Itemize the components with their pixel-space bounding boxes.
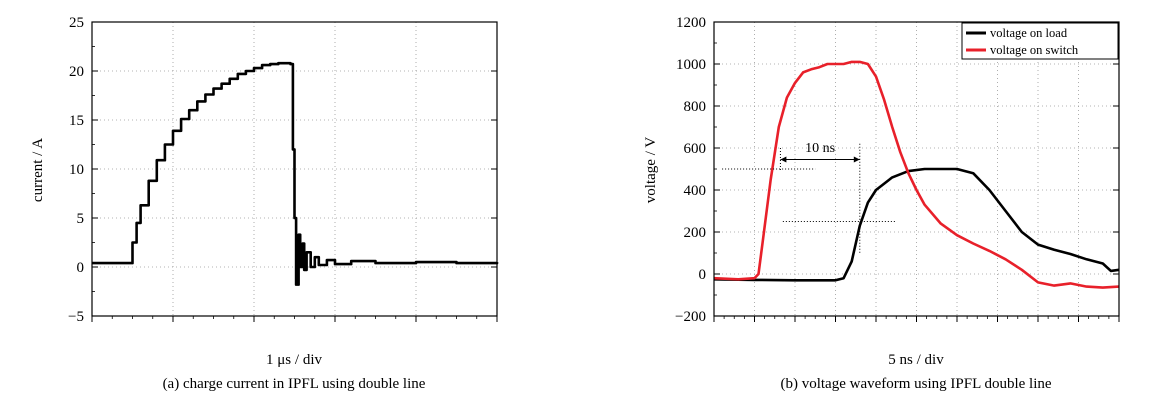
annotation-arrowhead-right: [853, 156, 860, 163]
panel-a-ytick-label: 20: [69, 64, 84, 80]
panel-b-ytick-label: 1000: [676, 57, 706, 73]
panel-b-plot-frame: [713, 21, 1120, 317]
panel-b-ytick-label: 1200: [676, 15, 706, 31]
panel-b-ytick-label: 600: [684, 141, 707, 157]
panel-b-ytick-label: 400: [684, 183, 707, 199]
panel-a-ylabel: current / A: [30, 138, 46, 202]
panel-a-ytick-label: 25: [69, 15, 84, 31]
panel-a-charge-current: current / A 1 μs / div (a) charge curren…: [30, 15, 499, 392]
annotation-10ns: 10 ns: [805, 141, 835, 156]
panel-b-ytick-label: 0: [699, 267, 707, 283]
legend-box: [961, 22, 1119, 60]
panel-b-voltage-waveform: voltage / V 5 ns / div (b) voltage wavef…: [643, 15, 1120, 392]
panel-a-series-current: [92, 61, 499, 286]
panel-b-caption: (b) voltage waveform using IPFL double l…: [780, 376, 1051, 392]
panel-b-ylabel: voltage / V: [643, 137, 659, 204]
panel-a-plot-frame: [91, 21, 498, 317]
panel-a-ytick-label: 10: [69, 162, 84, 178]
panel-a-ytick-label: −5: [68, 309, 84, 325]
panel-b-xlabel: 5 ns / div: [888, 352, 944, 368]
panel-a-ytick-label: 15: [69, 113, 84, 129]
panel-b-series-voltage-on-load: [713, 167, 1120, 282]
panel-a-caption: (a) charge current in IPFL using double …: [163, 376, 426, 392]
panel-a-xlabel: 1 μs / div: [266, 352, 322, 368]
panel-a-ytick-label: 0: [77, 260, 85, 276]
panel-b-ytick-label: 800: [684, 99, 707, 115]
annotation-arrowhead-left: [780, 156, 787, 163]
panel-b-ytick-label: −200: [675, 309, 706, 325]
panel-b-ytick-label: 200: [684, 225, 707, 241]
panel-a-ytick-label: 5: [77, 211, 85, 227]
legend-label: voltage on switch: [990, 43, 1079, 57]
panel-b-series-voltage-on-switch: [713, 60, 1120, 289]
legend-label: voltage on load: [990, 26, 1068, 40]
